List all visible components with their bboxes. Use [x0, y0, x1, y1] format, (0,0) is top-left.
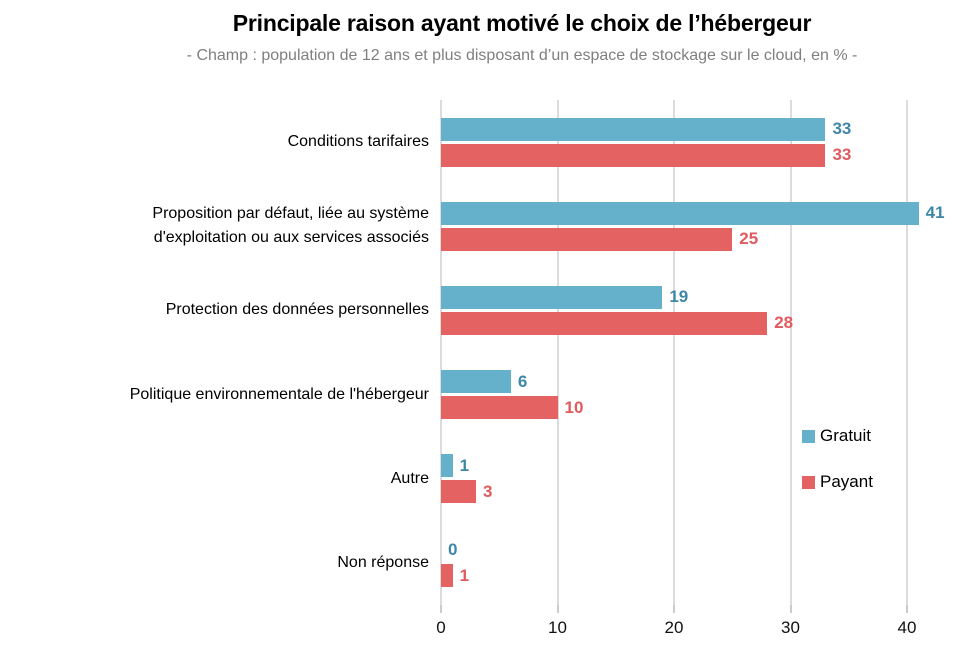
bar-value-gratuit: 0 [448, 539, 458, 559]
bar-payant [441, 311, 768, 335]
bar-gratuit [441, 201, 919, 225]
category-label: Conditions tarifaires [287, 133, 429, 151]
bar-value-payant: 3 [482, 481, 493, 501]
legend-swatch-gratuit [802, 429, 815, 443]
x-axis: 0 10 20 30 40 [436, 605, 969, 650]
bar-value-payant: 28 [774, 313, 794, 333]
tick-mark-10 [556, 605, 559, 613]
category-label: Autre [390, 469, 429, 487]
bar-line: 1 [441, 454, 969, 478]
bar-value-gratuit: 41 [925, 203, 945, 223]
bar-payant [441, 480, 476, 504]
bar-line: 33 [441, 117, 969, 141]
bar-value-payant: 1 [459, 565, 470, 585]
bar-line: 19 [441, 285, 969, 309]
tick-mark-30 [789, 605, 792, 613]
bar-value-payant: 33 [832, 145, 852, 165]
bar-line: 25 [441, 227, 969, 251]
tick-label-20: 20 [664, 618, 684, 637]
tick-mark-40 [906, 605, 908, 613]
bar-pair: 6 10 [441, 370, 969, 420]
chart-row: Protection des données personnelles 19 28 [0, 268, 969, 352]
bar-gratuit [441, 454, 453, 478]
bar-rows: Conditions tarifaires 33 33 Proposition par… [0, 100, 969, 605]
tick-label-10: 10 [548, 618, 567, 637]
bar-value-payant: 25 [739, 229, 759, 249]
bar-gratuit [441, 285, 663, 309]
tick-label-0: 0 [436, 618, 446, 637]
bar-line: 33 [441, 143, 969, 167]
bar-gratuit [441, 117, 826, 141]
bar-value-gratuit: 19 [669, 287, 689, 307]
chart-title: Principale raison ayant motivé le choix … [232, 10, 812, 36]
tick-mark-0 [440, 605, 442, 613]
legend: Gratuit Payant [802, 426, 873, 492]
legend-item-gratuit: Gratuit [802, 426, 873, 446]
legend-item-payant: Payant [802, 472, 873, 492]
bar-line: 3 [441, 480, 969, 504]
bar-line: 0 [441, 538, 969, 561]
bar-line: 6 [441, 370, 969, 394]
bar-pair: 19 28 [441, 285, 969, 335]
chart-row: Conditions tarifaires 33 33 [0, 100, 969, 184]
legend-label-payant: Payant [820, 472, 873, 491]
category-label: Protection des données personnelles [165, 301, 429, 319]
tick-label-30: 30 [781, 618, 800, 637]
chart-row: Non réponse 0 1 [0, 521, 969, 605]
bar-payant [441, 143, 826, 167]
bar-line: 1 [441, 564, 969, 588]
bar-line: 28 [441, 311, 969, 335]
bar-pair: 33 33 [441, 117, 969, 167]
category-label: Politique environnementale de l'hébergeu… [129, 385, 429, 403]
chart-row: Proposition par défaut, liée au système … [0, 184, 969, 268]
tick-label-40: 40 [897, 618, 917, 637]
bar-value-gratuit: 1 [459, 455, 470, 475]
bar-gratuit [441, 370, 511, 394]
gridline-20 [673, 100, 675, 605]
chart-row: Autre 1 3 [0, 437, 969, 521]
bar-value-gratuit: 33 [832, 119, 852, 139]
legend-label-gratuit: Gratuit [820, 426, 872, 445]
legend-swatch-payant [802, 475, 815, 489]
gridline-0 [440, 100, 442, 605]
bar-line: 41 [441, 201, 969, 225]
bar-pair: 41 25 [441, 201, 969, 251]
bar-line: 10 [441, 396, 969, 420]
chart-row: Politique environnementale de l'hébergeu… [0, 353, 969, 437]
bar-value-payant: 10 [564, 397, 584, 417]
category-label: Proposition par défaut, liée au système … [152, 205, 429, 247]
bar-payant [441, 227, 733, 251]
gridline-10 [556, 100, 559, 605]
category-label: Non réponse [337, 553, 429, 571]
bar-payant [441, 396, 558, 420]
gridline-40 [906, 100, 908, 605]
gridline-30 [789, 100, 792, 605]
chart-subtitle: - Champ : population de 12 ans et plus d… [186, 47, 858, 64]
tick-mark-20 [673, 605, 675, 613]
plot-area: Conditions tarifaires 33 33 Proposition par… [0, 100, 969, 605]
bar-payant [441, 564, 453, 588]
bar-value-gratuit: 6 [517, 371, 528, 391]
gridlines [440, 100, 946, 605]
